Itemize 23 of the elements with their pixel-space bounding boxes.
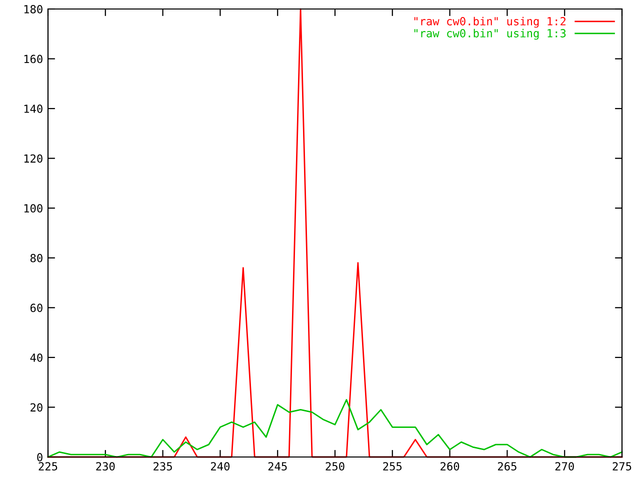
x-tick-label: 265 [498,462,516,471]
y-tick-label: 140 [24,104,42,113]
y-tick-label: 100 [24,204,42,213]
y-tick-label: 180 [24,5,42,14]
y-tick-label: 160 [24,54,42,64]
x-tick-label: 255 [383,462,402,471]
y-tick-label: 20 [30,403,42,412]
x-tick-label: 250 [326,462,344,471]
x-tick-label: 240 [210,462,230,471]
x-tick-label: 225 [38,462,58,471]
legend-label: "raw cw0.bin" using 1:2 [414,16,566,28]
x-tick-label: 235 [154,462,172,471]
x-tick-label: 275 [612,462,632,471]
y-tick-label: 40 [30,353,42,362]
y-tick-label: 80 [30,254,42,262]
y-tick-label: 60 [30,304,42,312]
legend-label: "raw cw0.bin" using 1:3 [414,28,566,40]
x-tick-label: 245 [268,462,287,471]
x-tick-label: 260 [440,462,460,471]
x-tick-label: 230 [96,462,115,471]
y-tick-label: 0 [37,453,42,462]
y-tick-label: 120 [24,154,42,163]
x-tick-label: 270 [555,462,574,471]
